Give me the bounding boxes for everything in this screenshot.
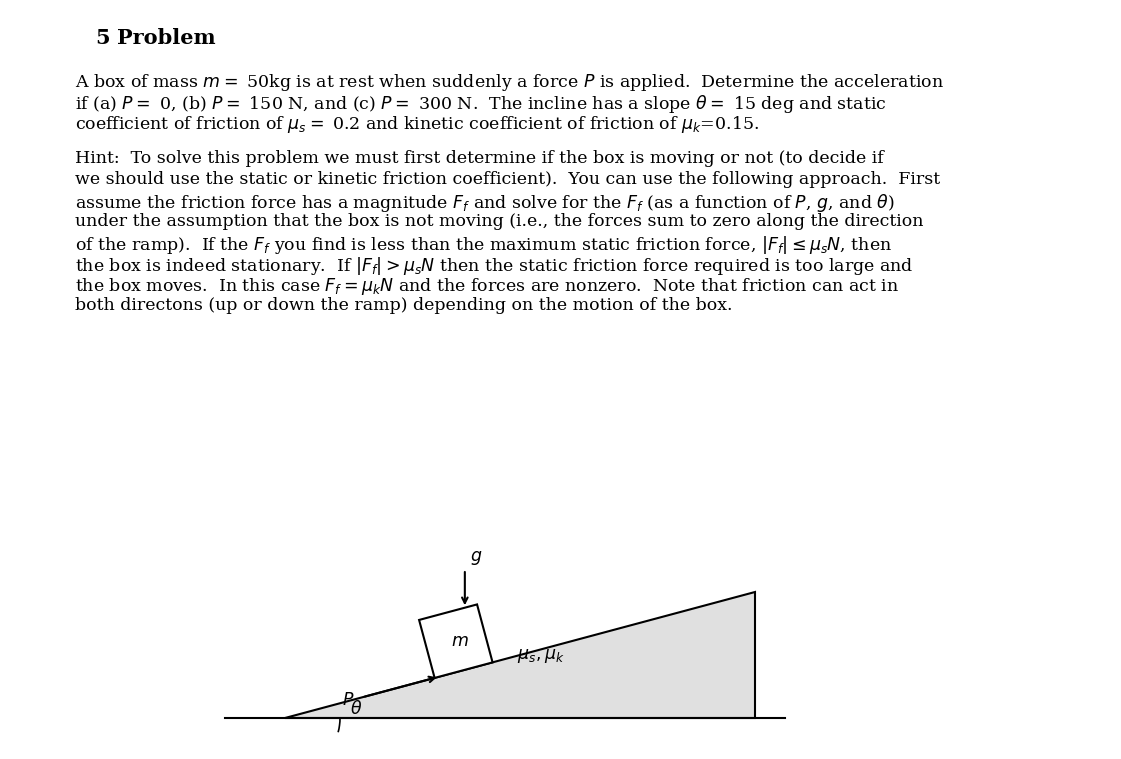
Text: Hint:  To solve this problem we must first determine if the box is moving or not: Hint: To solve this problem we must firs… bbox=[75, 150, 883, 167]
Text: the box moves.  In this case $F_f = \mu_k N$ and the forces are nonzero.  Note t: the box moves. In this case $F_f = \mu_k… bbox=[75, 276, 899, 297]
Polygon shape bbox=[285, 592, 756, 718]
Text: $\mu_s, \mu_k$: $\mu_s, \mu_k$ bbox=[517, 647, 564, 665]
Text: under the assumption that the box is not moving (i.e., the forces sum to zero al: under the assumption that the box is not… bbox=[75, 213, 924, 230]
Text: both directons (up or down the ramp) depending on the motion of the box.: both directons (up or down the ramp) dep… bbox=[75, 297, 732, 314]
Text: $m$: $m$ bbox=[451, 633, 469, 650]
Text: A box of mass $m = $ 50kg is at rest when suddenly a force $P$ is applied.  Dete: A box of mass $m = $ 50kg is at rest whe… bbox=[75, 72, 944, 93]
Text: Problem: Problem bbox=[117, 28, 215, 48]
Text: if (a) $P = $ 0, (b) $P = $ 150 N, and (c) $P = $ 300 N.  The incline has a slop: if (a) $P = $ 0, (b) $P = $ 150 N, and (… bbox=[75, 93, 887, 115]
Text: $g$: $g$ bbox=[470, 550, 482, 567]
Text: $P$: $P$ bbox=[342, 691, 354, 709]
Text: the box is indeed stationary.  If $|F_f| > \mu_s N$ then the static friction for: the box is indeed stationary. If $|F_f| … bbox=[75, 255, 914, 277]
Text: assume the friction force has a magnitude $F_f$ and solve for the $F_f$ (as a fu: assume the friction force has a magnitud… bbox=[75, 192, 895, 214]
Text: we should use the static or kinetic friction coefficient).  You can use the foll: we should use the static or kinetic fric… bbox=[75, 171, 941, 188]
Text: $\theta$: $\theta$ bbox=[350, 700, 362, 718]
Polygon shape bbox=[419, 604, 492, 678]
Text: coefficient of friction of $\mu_s = $ 0.2 and kinetic coefficient of friction of: coefficient of friction of $\mu_s = $ 0.… bbox=[75, 114, 759, 135]
Text: 5: 5 bbox=[95, 28, 110, 48]
Text: of the ramp).  If the $F_f$ you find is less than the maximum static friction fo: of the ramp). If the $F_f$ you find is l… bbox=[75, 234, 892, 256]
